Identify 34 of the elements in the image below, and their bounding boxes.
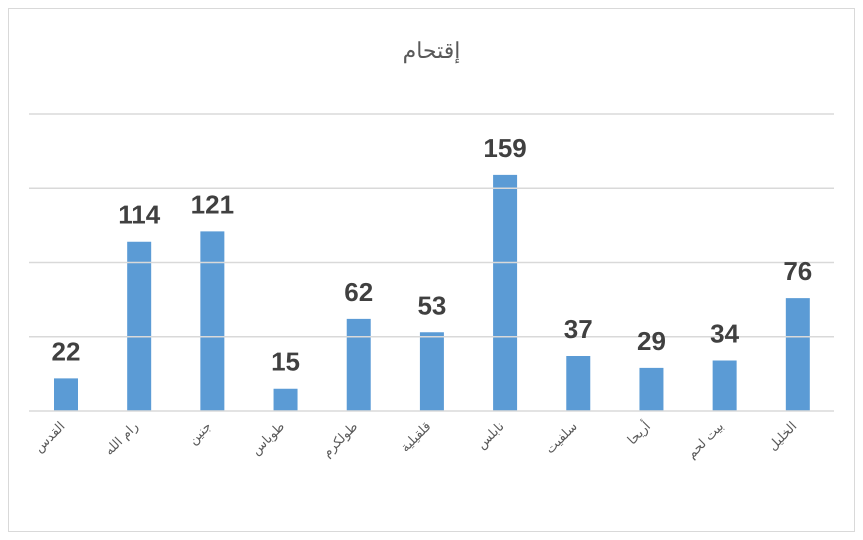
x-tick-label: أريحا <box>624 418 654 448</box>
x-tick-label: الخليل <box>766 419 800 454</box>
x-tick-label: رام الله <box>102 419 142 459</box>
bar <box>420 332 444 411</box>
bar <box>200 231 224 411</box>
x-tick-label: نابلس <box>474 419 508 453</box>
bar <box>712 360 737 411</box>
x-tick-label: القدس <box>32 419 68 456</box>
data-label: 22 <box>52 336 80 366</box>
bar <box>639 368 664 411</box>
bar <box>346 318 371 411</box>
data-label: 34 <box>710 318 740 349</box>
bar <box>566 356 590 411</box>
data-label: 76 <box>783 256 812 286</box>
bar <box>274 388 298 411</box>
x-tick-label: طوباس <box>248 419 288 458</box>
bar <box>786 298 810 411</box>
x-tick-label: طولكرم <box>320 419 362 461</box>
x-tick-label: جنين <box>186 419 215 448</box>
x-tick-label: سلفيت <box>542 419 581 458</box>
chart-title: إقتحام <box>402 39 462 64</box>
data-label: 159 <box>483 132 527 163</box>
data-label: 62 <box>344 276 374 307</box>
data-label: 29 <box>636 326 666 356</box>
data-label: 114 <box>118 200 161 230</box>
x-tick-label: بيت لحم <box>684 419 728 462</box>
bar <box>54 378 78 411</box>
data-label: 121 <box>190 189 234 220</box>
data-label: 15 <box>271 346 300 377</box>
data-label: 37 <box>564 314 593 344</box>
data-label: 53 <box>417 290 446 320</box>
x-tick-label: قلقيلية <box>398 419 434 456</box>
bar <box>127 242 152 411</box>
bar <box>493 174 518 411</box>
